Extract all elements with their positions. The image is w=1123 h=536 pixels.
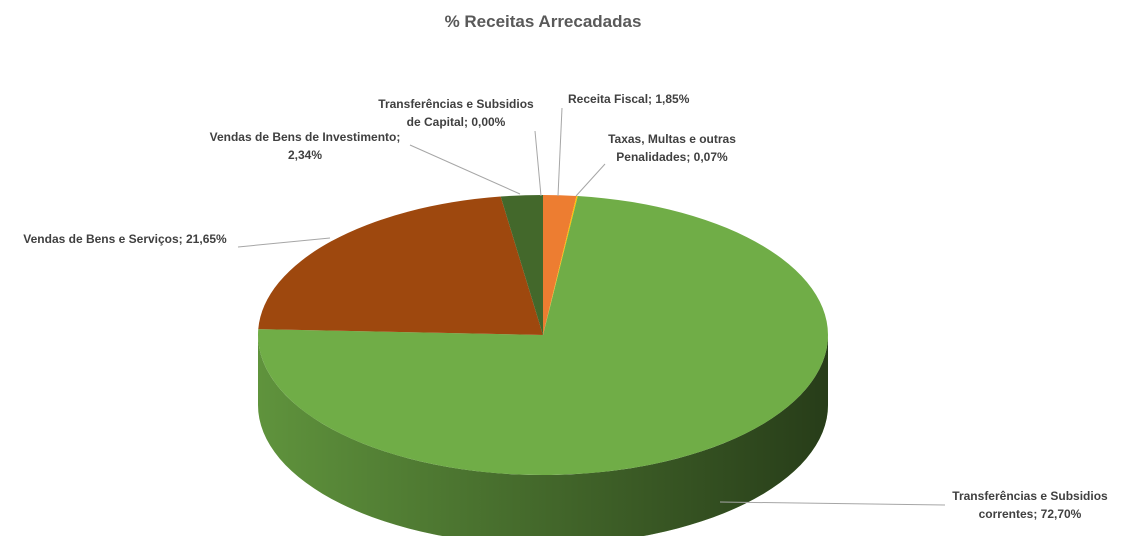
slice-top bbox=[258, 196, 543, 335]
leader-line bbox=[237, 237, 331, 248]
leader-line bbox=[409, 144, 521, 195]
slice bbox=[258, 196, 543, 335]
slice bbox=[543, 195, 578, 335]
data-label: Vendas de Bens de Investimento; 2,34% bbox=[210, 130, 401, 162]
slice bbox=[543, 195, 577, 335]
slice-top bbox=[543, 195, 578, 335]
leader-line bbox=[557, 107, 563, 197]
slice-top bbox=[257, 196, 828, 475]
leader-line bbox=[719, 501, 946, 506]
slice-side-shade bbox=[258, 335, 828, 536]
slice bbox=[500, 195, 543, 335]
data-label: Vendas de Bens e Serviços; 21,65% bbox=[23, 232, 227, 246]
data-label: Taxas, Multas e outras Penalidades; 0,07% bbox=[608, 132, 736, 164]
data-label: Transferências e Subsidios de Capital; 0,… bbox=[378, 97, 534, 129]
slice-top bbox=[500, 195, 543, 335]
data-label: Transferências e Subsidios correntes; 72,… bbox=[952, 489, 1108, 521]
slice bbox=[257, 196, 828, 536]
leader-line bbox=[534, 130, 542, 197]
slice-top bbox=[543, 195, 577, 335]
chart-title: % Receitas Arrecadadas bbox=[445, 12, 642, 31]
data-label: Receita Fiscal; 1,85% bbox=[568, 92, 690, 106]
leader-line bbox=[575, 163, 606, 197]
